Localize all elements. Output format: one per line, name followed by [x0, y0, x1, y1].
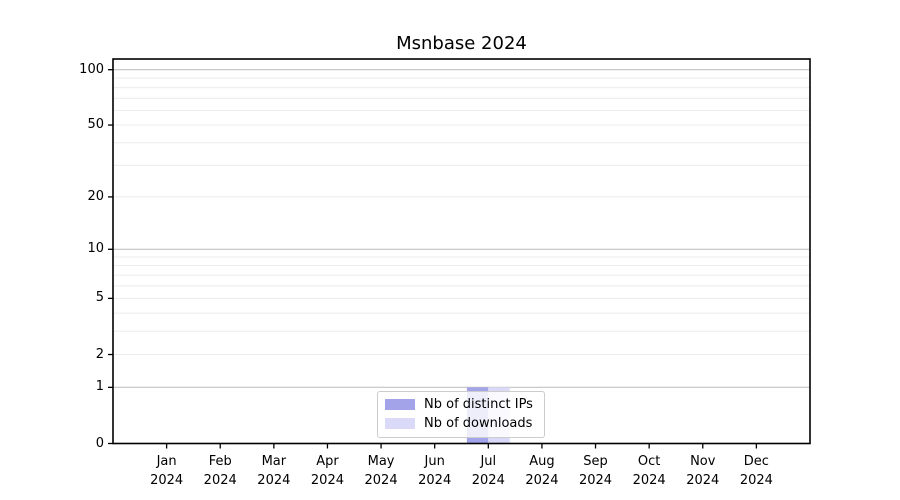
y-tick-label: 5 [95, 290, 104, 306]
x-tick-label: Aug 2024 [525, 454, 559, 488]
x-tick-label: Sep 2024 [578, 454, 613, 488]
x-tick-label: Mar 2024 [257, 454, 291, 488]
x-tick-label: Jun 2024 [418, 454, 452, 488]
x-tick-label: May 2024 [364, 454, 398, 488]
x-tick-label: Nov 2024 [686, 454, 720, 488]
y-tick-label: 100 [79, 61, 104, 77]
y-tick-label: 2 [95, 346, 104, 362]
y-tick-label: 1 [95, 379, 104, 395]
legend-label: Nb of distinct IPs [424, 397, 533, 412]
legend: Nb of distinct IPs Nb of downloads [377, 391, 545, 438]
x-tick-label: Jul 2024 [471, 454, 505, 488]
legend-item: Nb of downloads [385, 416, 536, 431]
x-tick-label: Dec 2024 [739, 454, 773, 488]
legend-swatch-downloads [385, 418, 415, 429]
chart-title: Msnbase 2024 [396, 33, 527, 54]
legend-label: Nb of downloads [424, 416, 533, 431]
y-tick-label: 20 [87, 188, 104, 204]
y-tick-label: 50 [87, 117, 104, 133]
plot-border [112, 58, 811, 445]
x-tick-label: Oct 2024 [632, 454, 666, 488]
legend-item: Nb of distinct IPs [385, 397, 536, 412]
legend-swatch-distinct-ips [385, 399, 415, 410]
x-tick-label: Jan 2024 [150, 454, 184, 488]
x-tick-label: Apr 2024 [310, 454, 344, 488]
y-tick-label: 10 [87, 241, 104, 257]
y-tick-label: 0 [95, 435, 104, 451]
x-tick-label: Feb 2024 [203, 454, 237, 488]
